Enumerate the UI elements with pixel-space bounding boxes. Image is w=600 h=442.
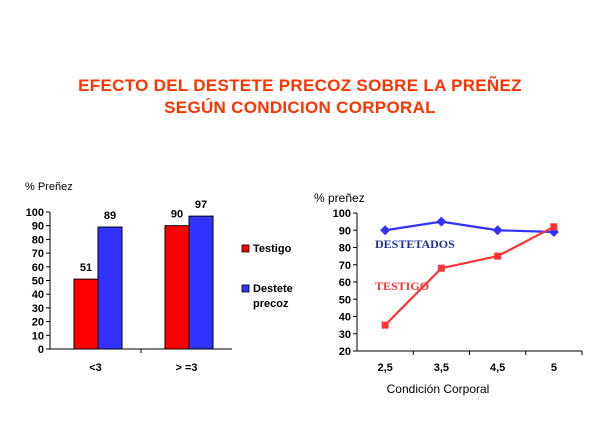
point-destetados (492, 225, 503, 236)
line-x-tick-label: 2,5 (377, 362, 392, 374)
line-chart-series (380, 216, 559, 329)
line-y-tick-label: 60 (339, 277, 351, 289)
bar-destete-precoz-2 (188, 215, 214, 350)
bar-chart-data-labels: 51 89 90 97 (80, 199, 207, 274)
bar-y-tick-label: 30 (32, 303, 44, 315)
line-chart-x-axis-label: Condición Corporal (387, 382, 490, 396)
bar-y-tick-label: 40 (32, 289, 44, 301)
point-testigo (437, 264, 445, 272)
line-y-tick-label: 20 (339, 346, 351, 358)
bar-testigo-1 (73, 278, 99, 350)
line-y-tick-label: 90 (339, 225, 351, 237)
line-x-tick-label: 4,5 (490, 362, 505, 374)
line-x-tick-label: 5 (551, 362, 557, 374)
bar-x-tick-label: > =3 (175, 362, 197, 374)
bar-data-label: 51 (80, 262, 92, 274)
bar-y-tick-label: 10 (32, 330, 44, 342)
title-line-1: EFECTO DEL DESTETE PRECOZ SOBRE LA PREÑE… (78, 76, 522, 95)
line-y-tick-label: 40 (339, 312, 351, 324)
series-label-testigo: TESTIGO (375, 279, 429, 293)
bar-data-label: 90 (171, 209, 183, 221)
bar-destete-precoz-1 (97, 226, 123, 350)
line-y-tick-label: 80 (339, 243, 351, 255)
bar-y-tick-label: 20 (32, 317, 44, 329)
legend-swatch-testigo (241, 244, 250, 253)
series-label-destetados: DESTETADOS (375, 237, 455, 251)
line-y-tick-label: 100 (333, 208, 351, 220)
point-testigo (494, 252, 502, 260)
bar-data-label: 97 (195, 199, 207, 211)
slide-title: EFECTO DEL DESTETE PRECOZ SOBRE LA PREÑE… (0, 75, 600, 119)
bar-chart-x-ticks: <3 > =3 (89, 349, 198, 374)
bar-y-tick-label: 70 (32, 248, 44, 260)
line-y-tick-label: 70 (339, 260, 351, 272)
line-x-tick-label: 3,5 (434, 362, 449, 374)
title-line-2: SEGÚN CONDICION CORPORAL (164, 98, 436, 117)
line-chart-y-ticks: 20 30 40 50 60 70 80 90 100 (333, 208, 357, 358)
series-line-destetados (384, 220, 554, 234)
bar-y-tick-label: 100 (26, 207, 44, 219)
bar-y-tick-label: 90 (32, 221, 44, 233)
bar-testigo-2 (164, 225, 190, 350)
legend-label-testigo: Testigo (253, 243, 292, 255)
legend-label-destete-precoz: Destete precoz (253, 283, 296, 310)
bar-y-tick-label: 50 (32, 276, 44, 288)
bar-x-tick-label: <3 (89, 362, 102, 374)
bar-chart-bars (73, 215, 214, 350)
line-chart-x-ticks: 2,5 3,5 4,5 5 (377, 351, 583, 374)
bar-y-tick-label: 60 (32, 262, 44, 274)
point-testigo (381, 321, 389, 329)
point-testigo (550, 223, 558, 231)
series-line-testigo (384, 225, 555, 326)
point-destetados (380, 225, 391, 236)
line-chart-y-axis-label: % preñez (314, 191, 365, 205)
bar-data-label: 89 (104, 210, 116, 222)
point-destetados (436, 216, 447, 227)
bar-y-tick-label: 80 (32, 234, 44, 246)
legend-swatch-destete-precoz (241, 284, 250, 293)
line-y-tick-label: 50 (339, 294, 351, 306)
bar-chart-legend: Testigo Destete precoz (241, 243, 296, 310)
bar-y-tick-label: 0 (38, 344, 44, 356)
line-y-tick-label: 30 (339, 329, 351, 341)
bar-chart-y-axis-label: % Preñez (25, 181, 73, 193)
